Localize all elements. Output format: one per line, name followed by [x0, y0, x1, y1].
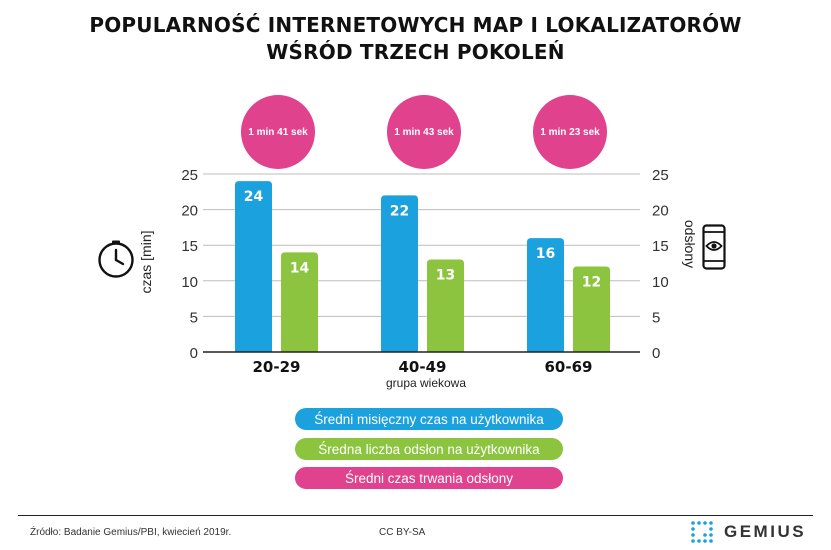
- bar-value-label: 24: [244, 189, 264, 205]
- gemius-logo: GEMIUS: [690, 520, 806, 544]
- legend-item-pageviews: Średna liczba odsłon na użytkownika: [295, 438, 563, 460]
- bar-value-label: 22: [390, 203, 409, 219]
- y-axis-label-right: odsłony: [682, 219, 698, 269]
- legend-item-duration: Średni czas trwania odsłony: [295, 467, 563, 489]
- y-tick-label-left: 20: [181, 203, 198, 220]
- bar: [527, 238, 564, 352]
- x-tick-label: 40-49: [399, 358, 447, 376]
- x-tick-label: 60-69: [545, 358, 593, 376]
- duration-bubble-20-29: 1 min 41 sek: [241, 95, 315, 169]
- x-tick-label: 20-29: [253, 358, 301, 376]
- y-tick-label-right: 5: [652, 309, 660, 326]
- y-axis-label-left: czas [min]: [138, 230, 154, 294]
- bar-value-label: 14: [290, 260, 310, 276]
- bar: [381, 195, 418, 352]
- logo-text: GEMIUS: [724, 522, 807, 541]
- duration-bubble-40-49: 1 min 43 sek: [387, 95, 461, 169]
- footer-divider: [18, 515, 813, 516]
- bar-value-label: 12: [582, 275, 601, 291]
- bar: [281, 252, 318, 352]
- source-note: Źródło: Badanie Gemius/PBI, kwiecień 201…: [30, 527, 232, 538]
- clock-icon: [98, 240, 134, 278]
- bar: [573, 266, 610, 352]
- phone-eye-icon: [702, 224, 726, 270]
- x-axis-label: grupa wiekowa: [385, 376, 467, 390]
- chart-title-line1: POPULARNOŚĆ INTERNETOWYCH MAP I LOKALIZA…: [89, 13, 742, 37]
- y-tick-label-right: 10: [652, 274, 669, 291]
- y-tick-label-left: 10: [181, 274, 198, 291]
- bar: [235, 181, 272, 352]
- y-tick-label-left: 15: [181, 238, 198, 255]
- chart-title-line2: WŚRÓD TRZECH POKOLEŃ: [266, 40, 565, 64]
- y-tick-label-right: 0: [652, 345, 660, 362]
- bar-value-label: 13: [436, 267, 455, 283]
- bar-value-label: 16: [536, 246, 555, 262]
- y-tick-label-left: 25: [181, 167, 198, 184]
- bar: [427, 259, 464, 352]
- license-note: CC BY-SA: [379, 527, 426, 538]
- y-tick-label-right: 25: [652, 167, 669, 184]
- chart-title: POPULARNOŚĆ INTERNETOWYCH MAP I LOKALIZA…: [0, 12, 831, 66]
- y-tick-label-right: 15: [652, 238, 669, 255]
- duration-bubble-60-69: 1 min 23 sek: [533, 95, 607, 169]
- y-tick-label-left: 0: [190, 345, 198, 362]
- gemius-dots-icon: [691, 521, 713, 543]
- y-tick-label-left: 5: [190, 309, 198, 326]
- legend-item-time: Średni misięczny czas na użytkownika: [295, 408, 563, 430]
- y-tick-label-right: 20: [652, 203, 669, 220]
